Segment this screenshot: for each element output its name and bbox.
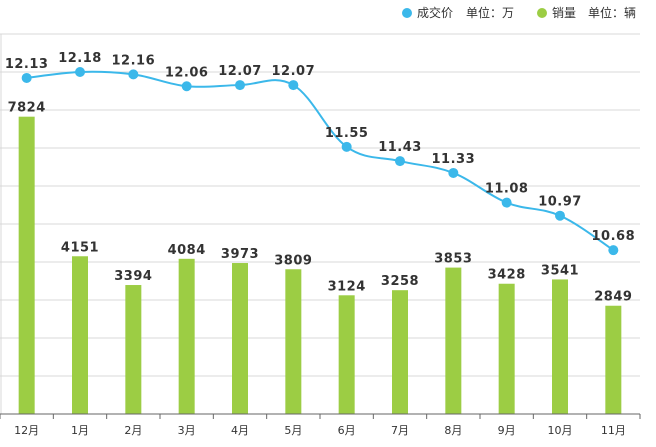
sales-value-label: 3124 [328,279,366,294]
sales-value-label: 3809 [274,253,312,268]
price-value-label: 12.07 [218,64,262,79]
price-value-label: 11.08 [485,182,529,197]
x-tick-label: 9月 [498,424,516,437]
price-point-5月 [288,80,299,91]
price-point-11月 [608,245,619,256]
price-value-label: 12.07 [272,64,316,79]
x-tick-label: 10月 [548,424,573,437]
data-labels: 12.13 12.18 12.16 12.06 12.07 12.07 11.55 11.43… [5,51,635,305]
price-point-9月 [501,197,512,208]
price-point-1月 [75,67,85,77]
price-point-3月 [181,81,192,92]
legend-price-unit: 单位：万 [466,5,514,20]
x-tick-label: 1月 [71,424,89,437]
price-point-2月 [128,69,139,80]
sales-value-label: 3394 [114,269,152,284]
legend-price-swatch [402,8,412,18]
x-tick-label: 2月 [124,424,142,437]
legend: 成交价 单位：万 销量 单位：辆 [402,5,636,20]
price-line [26,70,614,251]
bar-12月 [18,116,35,415]
gridlines [0,33,640,414]
bar-1月 [72,256,88,414]
sales-value-label: 3541 [541,263,579,278]
sales-value-label: 4084 [168,243,206,258]
sales-value-label: 3258 [381,274,419,289]
sales-value-label: 3973 [221,247,259,262]
bar-8月 [445,267,462,414]
legend-price-label: 成交价 [417,5,453,20]
bar-series [18,116,622,415]
bar-10月 [552,279,568,414]
price-point-8月 [448,167,459,178]
legend-sales-label: 销量 [552,6,576,20]
price-value-label: 12.13 [5,57,49,72]
x-tick-label: 4月 [231,424,249,437]
x-tick-label: 7月 [391,424,409,437]
price-value-label: 12.18 [58,51,102,66]
bar-11月 [605,305,622,414]
x-tick-label: 5月 [284,424,302,437]
bar-7月 [392,290,408,414]
legend-item-sales[interactable]: 销量 单位：辆 [537,5,636,20]
price-point-12月 [21,72,32,83]
price-value-label: 12.06 [165,65,209,80]
price-value-label: 10.97 [538,195,582,210]
bar-4月 [232,263,248,414]
price-point-7月 [395,156,405,167]
sales-value-label: 2849 [594,290,632,305]
x-tick-label: 3月 [178,424,196,437]
legend-sales-unit: 单位：辆 [588,5,636,20]
line-series [21,67,619,256]
price-value-label: 11.33 [432,152,476,167]
price-value-label: 12.16 [112,53,156,68]
sales-value-label: 3428 [488,268,526,283]
x-tick-label: 8月 [444,424,462,437]
legend-sales-swatch [537,8,547,18]
price-value-label: 10.68 [592,229,636,244]
price-value-label: 11.43 [378,140,422,155]
x-axis: 12月 1月 2月 3月 4月 5月 6月 7月 8月 9月 10月 11月 [0,413,641,437]
legend-item-price[interactable]: 成交价 单位：万 [402,5,514,20]
x-tick-label: 6月 [338,424,356,437]
bar-6月 [338,295,355,414]
x-tick-label: 12月 [14,424,39,437]
sales-value-label: 4151 [61,240,99,255]
sales-value-label: 3853 [434,252,472,267]
bar-5月 [285,269,302,414]
bar-9月 [498,283,515,414]
price-point-4月 [235,80,245,91]
price-point-10月 [555,210,565,221]
price-value-label: 11.55 [325,126,369,141]
x-tick-label: 11月 [601,424,626,437]
sales-value-label: 7824 [8,101,46,116]
bar-2月 [125,285,142,414]
price-point-6月 [341,141,352,152]
bar-3月 [178,258,195,414]
